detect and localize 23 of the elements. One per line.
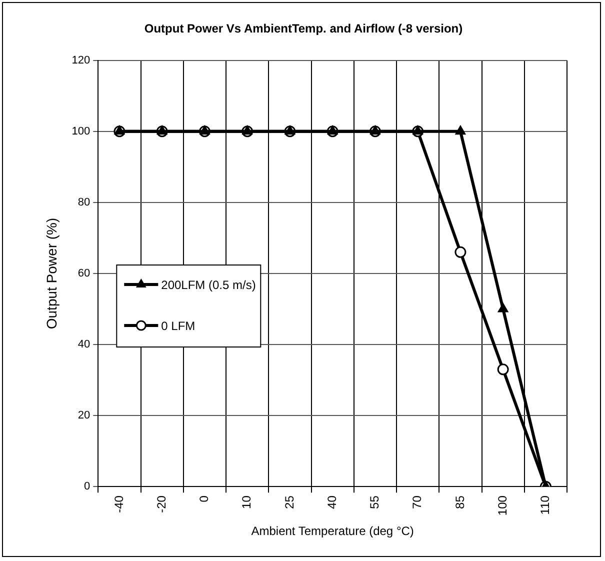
y-tick-label: 40 — [78, 338, 90, 351]
x-tick-label: 55 — [368, 495, 382, 509]
y-tick-label: 0 — [84, 480, 90, 493]
y-tick-label: 60 — [78, 268, 90, 280]
x-tick-label: 110 — [538, 495, 552, 515]
y-tick-label: 80 — [78, 196, 90, 208]
y-tick-label: 120 — [72, 54, 90, 66]
x-tick-label: -40 — [112, 495, 126, 513]
legend-label: 0 LFM — [161, 318, 196, 333]
x-tick-label: 70 — [410, 495, 424, 509]
chart-title: Output Power Vs AmbientTemp. and Airflow (-8 version) — [144, 22, 463, 36]
x-tick-label: 10 — [240, 495, 254, 509]
x-tick-label: 85 — [452, 495, 467, 509]
legend-label: 200LFM (0.5 m/s) — [161, 278, 256, 292]
y-tick-label: 100 — [72, 125, 90, 138]
y-tick-label: 20 — [78, 410, 90, 422]
x-tick-label: 40 — [324, 495, 339, 509]
x-axis-title: Ambient Temperature (deg °C) — [251, 524, 414, 538]
x-tick-label: 0 — [197, 495, 212, 502]
x-tick-label: -20 — [154, 495, 168, 513]
y-axis-title: Output Power (%) — [43, 218, 60, 330]
x-tick-label: 100 — [495, 495, 510, 516]
x-tick-label: 25 — [282, 495, 296, 509]
